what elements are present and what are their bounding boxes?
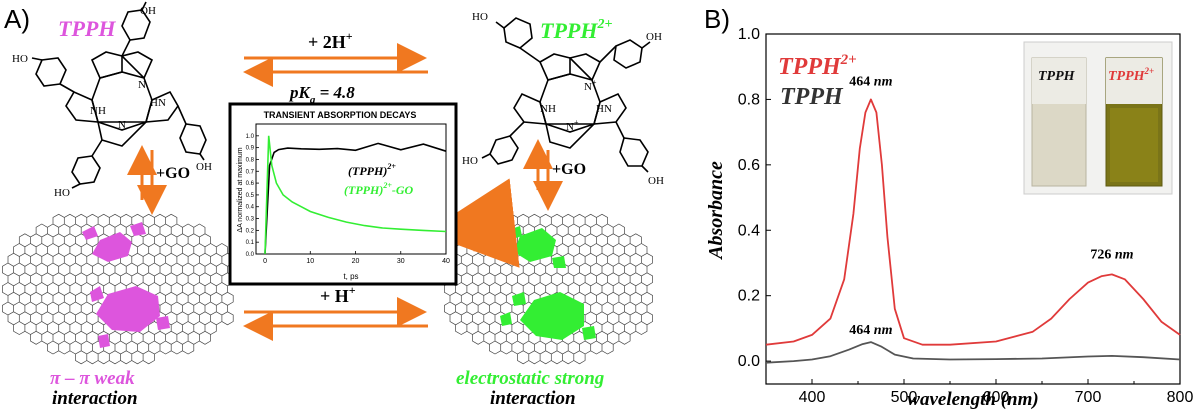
panel-b-svg: 400 500 600 700 800 0.0 0.2 0.4 0.6 0.8 1.0 464 nm…	[705, 26, 1194, 410]
graphene-sheet-left	[2, 213, 234, 365]
inset-frame	[228, 102, 458, 286]
tpph2-oh-bottomright: OH	[648, 175, 664, 187]
cuvette-tpph-top	[1032, 58, 1086, 104]
tpph-structure	[31, 1, 207, 189]
tpph-ho-bottom: HO	[54, 187, 70, 199]
panel-b-label: B)	[704, 4, 730, 34]
abs-ytick-label: 0.2	[738, 288, 760, 305]
abs-peak-annotation: 464 nm	[849, 74, 892, 89]
inset-xlabel: t, ps	[343, 272, 358, 281]
abs-series-line	[765, 98, 1181, 346]
cuvette-tpph2-top	[1106, 58, 1162, 104]
photo-label-tpph2: TPPH2+	[1108, 66, 1154, 84]
tpph-n-top: N	[138, 79, 146, 91]
inset-plot-area	[255, 123, 447, 255]
inset-ytick-label: 0.6	[246, 181, 255, 187]
abs-xtick-label: 700	[1075, 389, 1102, 406]
cuvette-photo: TPPH TPPH2+	[1023, 41, 1173, 195]
abs-xtick-label: 800	[1167, 389, 1194, 406]
tpph2-oh-topright: OH	[646, 31, 662, 43]
inset-xtick-label: 30	[397, 258, 405, 265]
tpph2-nh-plus-bottom: N+	[566, 118, 579, 133]
inset-ytick-label: 0.5	[246, 193, 255, 199]
abs-xtick-label: 600	[983, 389, 1010, 406]
legend-tpph2: TPPH2+	[778, 52, 857, 80]
tpph-oh-top: OH	[140, 5, 156, 17]
abs-series-line	[765, 341, 1181, 364]
absorbance-ylabel: Absorbance	[705, 161, 727, 261]
tpph-oh-right: OH	[196, 161, 212, 173]
tpph-adsorbed-left	[82, 222, 170, 348]
weak-caption-line2: interaction	[52, 388, 138, 409]
inset-ylabel: ΔA normalized at maximum	[237, 147, 244, 232]
cuvette-tpph2-liquid	[1110, 108, 1158, 182]
tpph2-hn-right: HN	[596, 103, 612, 115]
reaction-bottom-label: + H+	[320, 283, 356, 306]
strong-caption-line2: interaction	[490, 388, 576, 409]
right-go-arrows	[523, 139, 563, 211]
weak-caption-line1: π – π weak	[50, 368, 135, 389]
inset-ytick-label: 0.3	[246, 217, 255, 223]
inset-series-line	[264, 135, 447, 255]
abs-ytick-label: 1.0	[738, 26, 760, 43]
abs-ytick-label: 0.8	[738, 91, 760, 108]
inset-ytick-label: 0.7	[246, 169, 255, 175]
panel-a-label: A)	[4, 4, 30, 34]
inset-ytick-label: 0.9	[246, 146, 255, 152]
absorbance-xlabel: wavelength (nm)	[907, 389, 1038, 410]
inset-xtick-label: 0	[263, 258, 267, 265]
tpph-atom-labels: OH HO OH HO N NH N HN	[12, 5, 212, 199]
abs-peak-annotation: 464 nm	[849, 323, 892, 338]
pka-label: pKa = 4.8	[288, 83, 355, 106]
abs-xtick-label: 500	[891, 389, 918, 406]
left-go-arrows	[127, 145, 167, 215]
tpph2-nh-plus-top: N+	[584, 78, 597, 93]
tpph-title: TPPH	[58, 16, 116, 41]
inset-series-line	[264, 142, 447, 255]
inset-ytick-label: 0.4	[246, 205, 255, 211]
tpph2-nh-left: NH	[540, 103, 556, 115]
inset-title: TRANSIENT ABSORPTION DECAYS	[264, 110, 417, 120]
abs-peak-annotation: 726 nm	[1090, 247, 1133, 262]
top-equilibrium-arrows	[243, 43, 428, 87]
abs-xtick-label: 400	[799, 389, 826, 406]
inset-chart: TRANSIENT ABSORPTION DECAYS 0 10 20 30 40 0.0…	[228, 102, 458, 286]
inset-ytick-label: 0.2	[246, 228, 255, 234]
tpph2-title: TPPH2+	[540, 17, 612, 43]
panel-a-svg: TPPH TPPH2+ OH HO OH HO N NH N HN	[2, 1, 664, 409]
tpph-n-bottom: N	[118, 119, 126, 131]
inset-ytick-label: 0.0	[246, 252, 255, 258]
tpph-hn-right: HN	[150, 97, 166, 109]
absorbance-plot-frame	[765, 33, 1181, 385]
inset-ytick-label: 0.1	[246, 240, 255, 246]
tpph-ho-left: HO	[12, 53, 28, 65]
inset-series1-label: (TPPH)2+	[348, 162, 396, 178]
inset-xtick-label: 10	[306, 258, 314, 265]
tpph2-structure	[481, 17, 651, 173]
abs-ytick-label: 0.6	[738, 157, 760, 174]
abs-ytick-label: 0.4	[738, 222, 760, 239]
tpph2-atom-labels: HO OH HO OH N+ NH HN N+	[462, 11, 664, 187]
inset-series2-label: (TPPH)2+-GO	[344, 181, 414, 197]
reaction-top-label: + 2H+	[308, 29, 353, 52]
photo-label-tpph: TPPH	[1038, 69, 1076, 84]
tpph2-adsorbed-right	[500, 226, 596, 340]
legend-tpph: TPPH	[780, 84, 844, 110]
bottom-equilibrium-arrows	[243, 297, 428, 341]
tpph2-ho-bottomleft: HO	[462, 155, 478, 167]
graphene-lattice	[2, 213, 234, 365]
strong-caption-line1: electrostatic strong	[456, 368, 604, 389]
tpph2-ho-topleft: HO	[472, 11, 488, 23]
go-left-label: +GO	[156, 165, 190, 182]
inset-ytick-label: 0.8	[246, 157, 255, 163]
go-right-label: +GO	[552, 161, 586, 178]
tpph-nh-left: NH	[90, 105, 106, 117]
inset-xtick-label: 40	[442, 258, 450, 265]
inset-xtick-label: 20	[352, 258, 360, 265]
abs-ytick-label: 0.0	[738, 353, 760, 370]
inset-ytick-label: 1.0	[246, 134, 255, 140]
